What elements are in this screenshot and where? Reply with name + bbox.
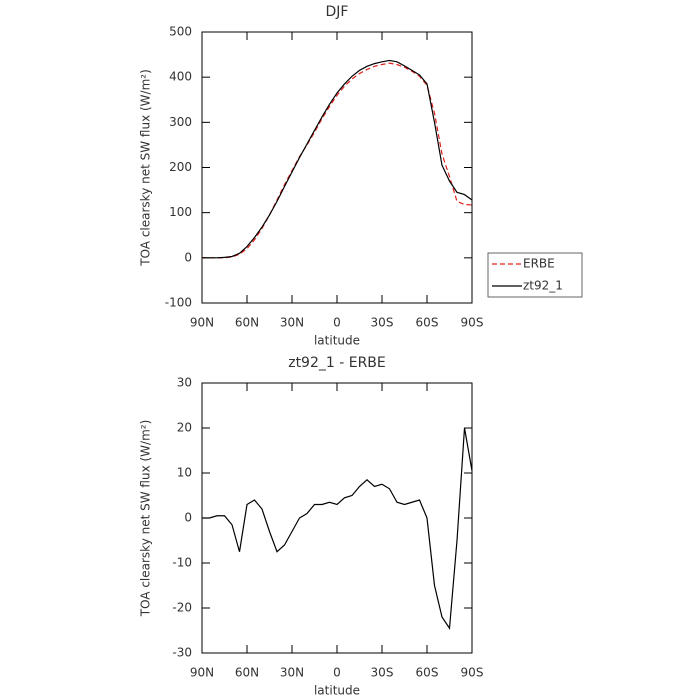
x-tick-label: 30N [280,666,304,680]
y-tick-label: 20 [177,421,192,435]
y-tick-label: 300 [169,115,192,129]
y-tick-label: 200 [169,160,192,174]
series-line [202,62,473,259]
y-tick-label: -20 [172,601,192,615]
x-tick-label: 60S [416,666,439,680]
series-line [202,59,473,259]
y-axis-label: TOA clearsky net SW flux (W/m²) [139,69,153,267]
x-axis-label: latitude [314,684,360,698]
x-tick-label: 90N [190,666,214,680]
y-tick-label: 0 [184,250,192,264]
x-tick-label: 60S [416,316,439,330]
x-tick-label: 90N [190,316,214,330]
y-tick-label: 30 [177,376,192,390]
legend-box [487,252,583,298]
y-tick-label: 400 [169,70,192,84]
y-tick-label: 500 [169,25,192,39]
x-tick-label: 0 [333,666,341,680]
legend-label: zt92_1 [523,279,563,293]
y-tick-label: -100 [165,296,192,310]
x-tick-label: 30S [371,316,394,330]
plot-frame [201,382,473,654]
y-tick-label: 10 [177,466,192,480]
x-tick-label: 60N [235,666,259,680]
legend-label: ERBE [523,257,555,271]
chart-title: zt92_1 - ERBE [288,355,386,371]
x-tick-label: 90S [461,316,484,330]
plot-frame [201,31,473,304]
x-tick-label: 60N [235,316,259,330]
y-axis-label: TOA clearsky net SW flux (W/m²) [139,420,153,618]
x-tick-label: 30N [280,316,304,330]
y-tick-label: 100 [169,205,192,219]
x-tick-label: 90S [461,666,484,680]
y-tick-label: 0 [184,511,192,525]
series-line [202,427,473,631]
chart-title: DJF [326,4,349,20]
y-tick-label: -10 [172,556,192,570]
y-tick-label: -30 [172,646,192,660]
x-tick-label: 30S [371,666,394,680]
x-axis-label: latitude [314,334,360,348]
x-tick-label: 0 [333,316,341,330]
